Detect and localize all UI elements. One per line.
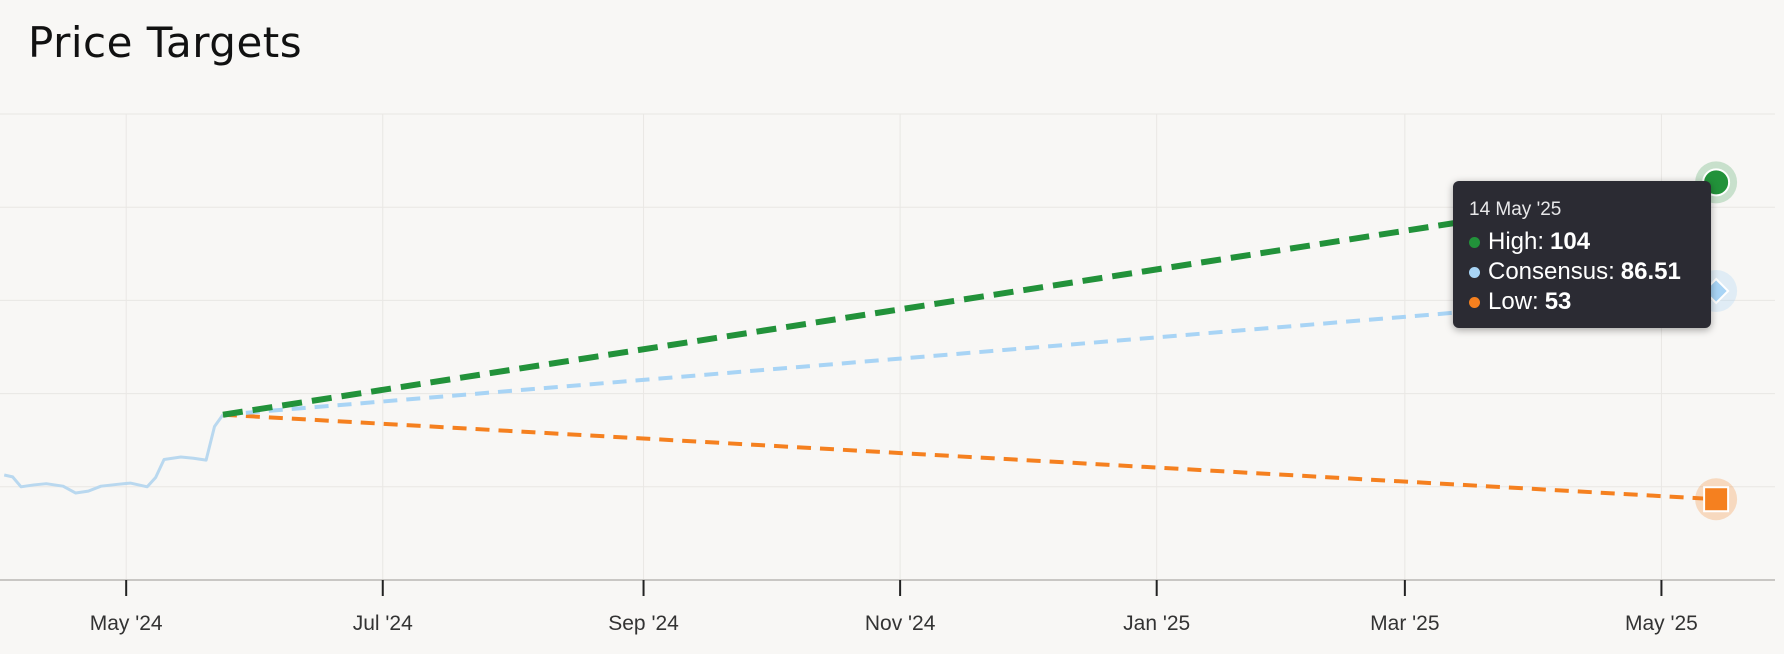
x-tick-label: May '25: [1625, 612, 1698, 635]
tooltip-value: 53: [1544, 288, 1572, 315]
tooltip-row-low: Low: 53: [1469, 287, 1695, 317]
high-dot-icon: [1469, 236, 1480, 248]
tooltip-value: 86.51: [1620, 258, 1681, 285]
low-marker: [1703, 486, 1730, 513]
consensus-dot-icon: [1469, 266, 1480, 278]
tooltip-label: Low:: [1488, 288, 1539, 315]
x-tick-label: Sep '24: [608, 612, 679, 635]
tooltip: 14 May '25 High: 104 Consensus: 86.51 Lo…: [1453, 181, 1711, 328]
chart-title: Price Targets: [28, 18, 303, 67]
price-history-line: [3, 413, 225, 495]
x-tick-label: Jul '24: [353, 612, 413, 635]
x-tick-label: Mar '25: [1370, 612, 1439, 635]
tooltip-label: Consensus:: [1488, 258, 1615, 285]
x-tick-label: May '24: [90, 612, 163, 635]
tooltip-date: 14 May '25: [1469, 199, 1562, 220]
low-dot-icon: [1469, 296, 1480, 308]
low-target-line: [222, 412, 1717, 502]
tooltip-label: High:: [1488, 228, 1545, 255]
tooltip-row-consensus: Consensus: 86.51: [1469, 257, 1695, 287]
tooltip-row-high: High: 104: [1469, 227, 1695, 257]
x-tick-label: Nov '24: [865, 612, 936, 635]
x-tick-label: Jan '25: [1123, 612, 1190, 635]
high-target-line: [222, 179, 1717, 418]
tooltip-value: 104: [1550, 228, 1591, 255]
